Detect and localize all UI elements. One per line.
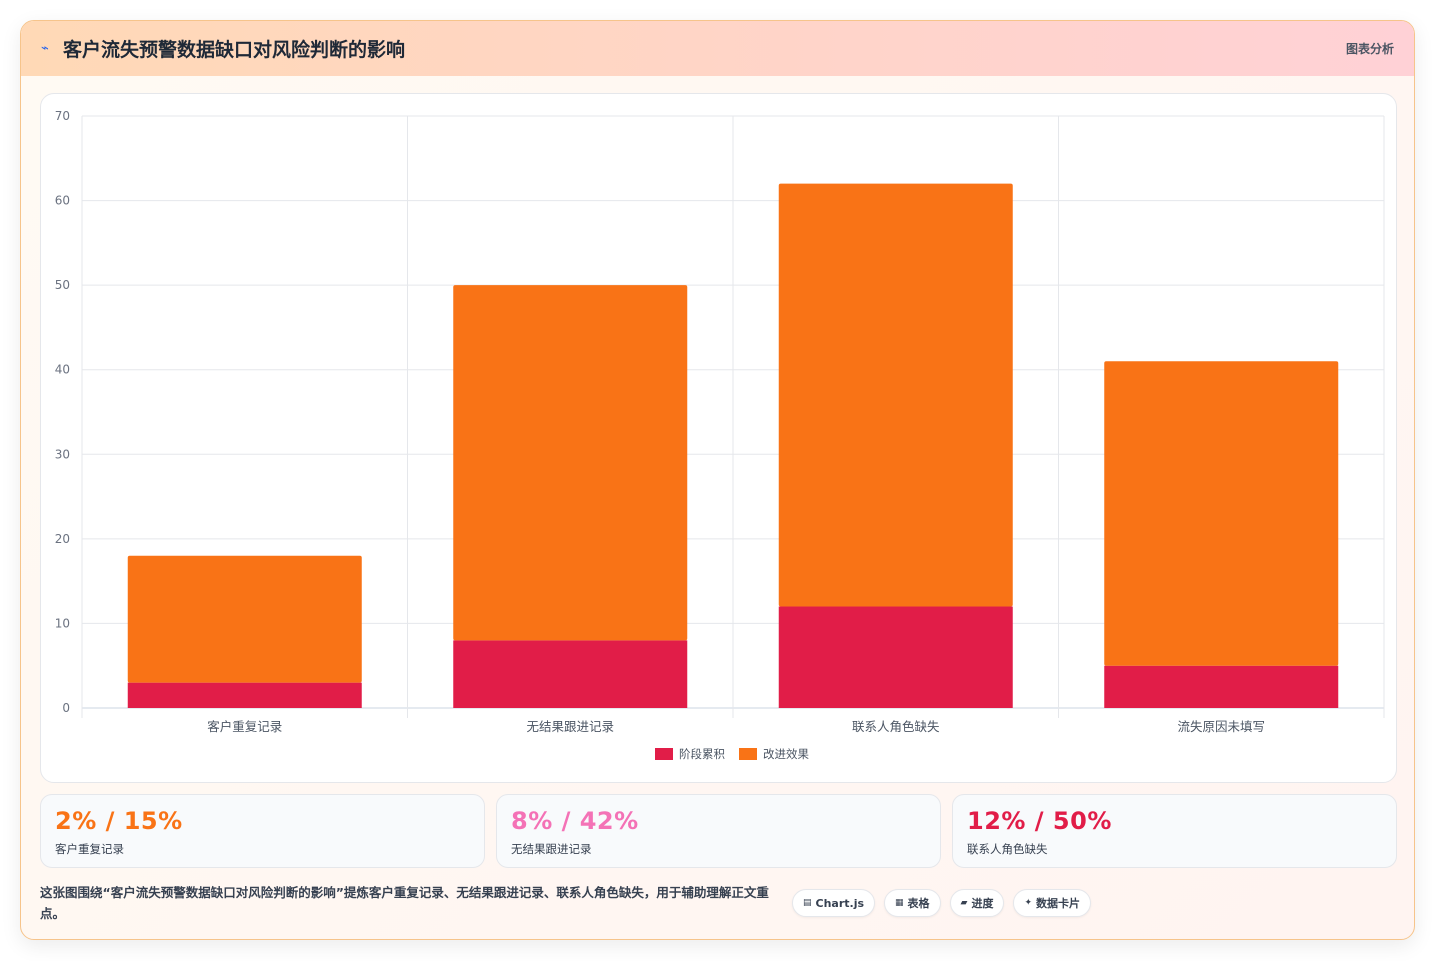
stat-card: 2% / 15% 客户重复记录 xyxy=(40,794,485,868)
legend-swatch xyxy=(739,748,757,760)
x-tick-label: 流失原因未填写 xyxy=(1177,719,1265,734)
header-tag: 图表分析 xyxy=(1345,42,1394,56)
pill-chartjs[interactable]: ▤ Chart.js xyxy=(792,889,876,917)
card-header: ⌁ 客户流失预警数据缺口对风险判断的影响 图表分析 xyxy=(21,21,1414,76)
pill-label: 表格 xyxy=(907,897,930,910)
bar-segment xyxy=(1104,665,1339,708)
stat-label: 联系人角色缺失 xyxy=(967,842,1048,856)
pill-label: 进度 xyxy=(971,897,994,910)
y-tick-label: 60 xyxy=(55,194,70,208)
bar-segment xyxy=(127,682,362,708)
table-icon: ▦ xyxy=(895,898,904,908)
pill-label: Chart.js xyxy=(815,896,865,910)
chart-panel: 0 10 20 30 40 50 60 70 客户重复记录 无结果跟进记录 联系人角色缺失 流失原因未… xyxy=(40,93,1397,783)
x-tick-label: 联系人角色缺失 xyxy=(852,719,940,734)
stats-row: 2% / 15% 客户重复记录 8% / 42% 无结果跟进记录 12% / 5… xyxy=(40,794,1397,868)
footer: 这张图围绕“客户流失预警数据缺口对风险判断的影响”提炼客户重复记录、无结果跟进记… xyxy=(40,881,1397,925)
pill-progress[interactable]: ▰ 进度 xyxy=(949,889,1005,917)
stat-card: 12% / 50% 联系人角色缺失 xyxy=(952,794,1397,868)
stat-value: 12% / 50% xyxy=(967,807,1112,835)
bar-segment xyxy=(453,285,688,641)
chart-icon: ▤ xyxy=(803,898,812,908)
legend-label: 改进效果 xyxy=(763,747,809,761)
y-tick-label: 20 xyxy=(55,532,70,546)
tag-pills: ▤ Chart.js ▦ 表格 ▰ 进度 ✦ 数据卡片 xyxy=(792,889,1092,917)
pill-data-cards[interactable]: ✦ 数据卡片 xyxy=(1013,889,1092,917)
stacked-bar-chart: 0 10 20 30 40 50 60 70 客户重复记录 无结果跟进记录 联系人角色缺失 流失原因未… xyxy=(55,109,1385,761)
header-title-group: ⌁ 客户流失预警数据缺口对风险判断的影响 xyxy=(41,35,405,62)
pill-label: 数据卡片 xyxy=(1036,897,1081,910)
x-tick-label: 无结果跟进记录 xyxy=(526,719,614,734)
stat-value: 2% / 15% xyxy=(55,807,183,835)
bar-segment xyxy=(1104,361,1339,666)
stat-label: 客户重复记录 xyxy=(55,842,124,856)
page-title: 客户流失预警数据缺口对风险判断的影响 xyxy=(63,39,406,61)
y-tick-label: 70 xyxy=(55,109,70,123)
stat-card: 8% / 42% 无结果跟进记录 xyxy=(496,794,941,868)
progress-icon: ▰ xyxy=(960,898,968,908)
bar-segment xyxy=(127,555,362,683)
bar-segment xyxy=(778,183,1013,607)
stat-value: 8% / 42% xyxy=(511,807,639,835)
pill-table[interactable]: ▦ 表格 xyxy=(884,889,941,917)
y-tick-label: 40 xyxy=(55,363,70,377)
footer-description: 这张图围绕“客户流失预警数据缺口对风险判断的影响”提炼客户重复记录、无结果跟进记… xyxy=(40,885,769,921)
sparkline-icon: ⌁ xyxy=(41,41,49,56)
y-tick-label: 0 xyxy=(62,701,70,715)
legend-label: 阶段累积 xyxy=(679,747,725,761)
sparkle-icon: ✦ xyxy=(1024,898,1033,908)
y-tick-label: 10 xyxy=(55,616,70,630)
y-tick-label: 30 xyxy=(55,447,70,461)
bar-segment xyxy=(453,640,688,708)
legend-swatch xyxy=(655,748,673,760)
stat-label: 无结果跟进记录 xyxy=(511,842,592,856)
chart-card: ⌁ 客户流失预警数据缺口对风险判断的影响 图表分析 0 10 20 30 40 50 60 7… xyxy=(20,20,1415,940)
x-tick-label: 客户重复记录 xyxy=(207,719,282,734)
bar-segment xyxy=(778,606,1013,708)
y-tick-label: 50 xyxy=(55,278,70,292)
